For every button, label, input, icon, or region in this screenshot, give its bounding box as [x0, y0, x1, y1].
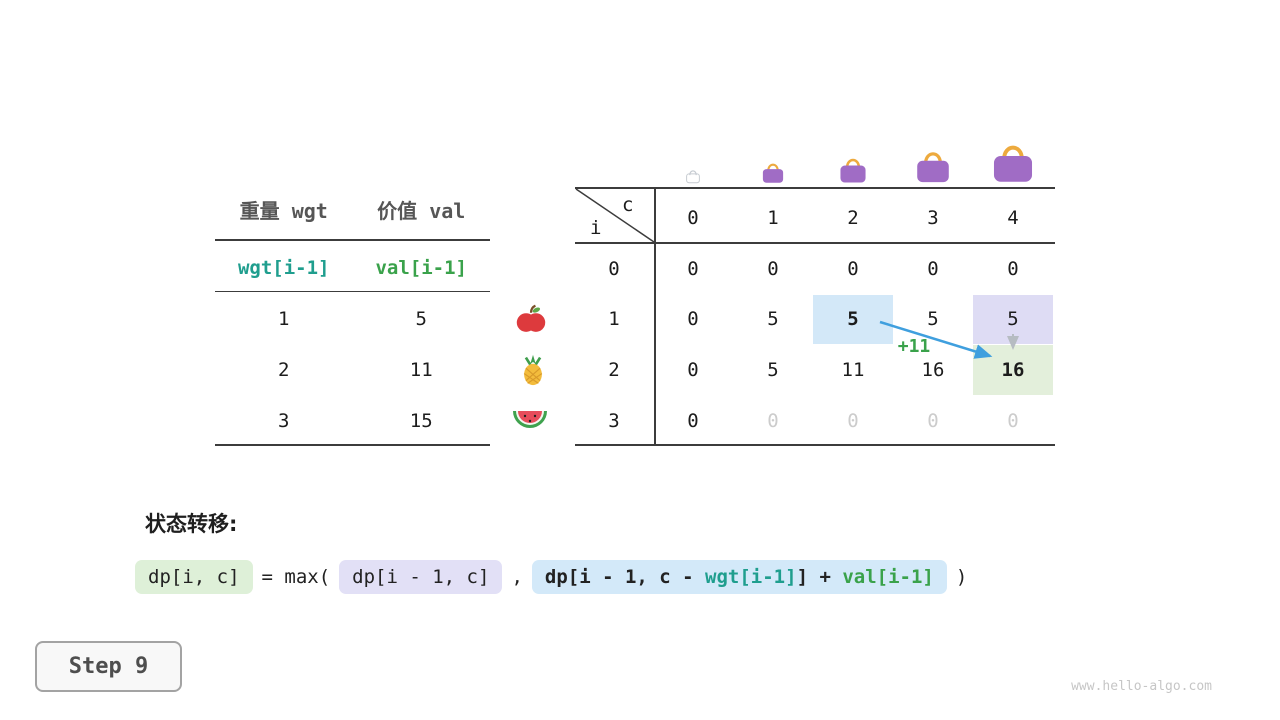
step-indicator: Step 9 [35, 641, 182, 692]
left-table-header-rule [215, 239, 490, 241]
dp-cell-3-0: 0 [687, 410, 699, 432]
row-label-0: 0 [608, 258, 620, 280]
dp-cell-0-1: 0 [767, 258, 779, 280]
dp-cell-0-3: 0 [927, 258, 939, 280]
dp-cell-3-1: 0 [767, 410, 779, 432]
item-2-value: 11 [409, 359, 433, 381]
col-header-3: 3 [927, 207, 939, 229]
item-2-weight: 2 [278, 359, 290, 381]
dp-cell-1-1: 5 [767, 308, 779, 330]
bag-icon-capacity-0 [685, 167, 701, 184]
col-header-1: 1 [767, 207, 779, 229]
weight-column-header: 重量 wgt [239, 199, 328, 223]
dp-row-1: 0 5 5 5 5 [653, 302, 1053, 336]
row-label-3: 3 [608, 410, 620, 432]
pineapple-icon [517, 354, 549, 386]
dp-cell-2-3: 16 [921, 359, 945, 381]
dp-row-3: 0 0 0 0 0 [653, 404, 1053, 438]
item-1-weight: 1 [278, 308, 290, 330]
item-3-value: 15 [409, 410, 433, 432]
watermark: www.hello-algo.com [1071, 679, 1212, 694]
dp-row-2: 0 5 11 16 16 [653, 353, 1053, 387]
dp-cell-3-3: 0 [927, 410, 939, 432]
weight-value-header-row: 重量 wgt 价值 val [215, 194, 490, 228]
left-table-mid-rule [215, 291, 490, 292]
state-transition-label: 状态转移: [145, 512, 238, 536]
dp-cell-3-4: 0 [1007, 410, 1019, 432]
variable-row: wgt[i-1] val[i-1] [215, 251, 490, 285]
dp-table-header-rule [575, 242, 1055, 244]
dp-row-0: 0 0 0 0 0 [653, 252, 1053, 286]
formula-arg2-wgt: wgt[i-1] [705, 566, 797, 588]
item-3-weight: 3 [278, 410, 290, 432]
row-label-2: 2 [608, 359, 620, 381]
item-1-value: 5 [415, 308, 427, 330]
bag-icon-capacity-2 [838, 153, 868, 184]
col-header-4: 4 [1007, 207, 1019, 229]
col-header-0: 0 [687, 207, 699, 229]
plus-value-annotation: +11 [897, 336, 931, 357]
formula-arg2-mid: ] + [796, 566, 843, 588]
formula-equals-max: = max( [261, 566, 331, 588]
dp-cell-2-2: 11 [841, 359, 865, 381]
formula-arg2-box: dp[i - 1, c - wgt[i-1]] + val[i-1] [531, 560, 947, 594]
watermelon-icon [512, 408, 548, 432]
value-column-header: 价值 val [377, 199, 466, 223]
formula-close-paren: ) [955, 566, 968, 588]
step-indicator-label: Step 9 [68, 654, 149, 679]
state-transition-formula: dp[i, c] = max( dp[i - 1, c] , dp[i - 1,… [135, 560, 967, 594]
formula-comma: , [511, 566, 523, 588]
item-row-2: 2 11 [215, 353, 490, 387]
corner-col-variable: c [622, 194, 634, 216]
dp-cell-2-0: 0 [687, 359, 699, 381]
dp-cell-0-4: 0 [1007, 258, 1019, 280]
bag-icon-capacity-1 [761, 159, 785, 184]
formula-arg1-box: dp[i - 1, c] [339, 560, 503, 594]
row-label-1: 1 [608, 308, 620, 330]
item-row-3: 3 15 [215, 404, 490, 438]
dp-table-bottom-rule [575, 444, 1055, 446]
col-header-2: 2 [847, 207, 859, 229]
dp-cell-1-0: 0 [687, 308, 699, 330]
dp-cell-1-3: 5 [927, 308, 939, 330]
dp-cell-0-0: 0 [687, 258, 699, 280]
dp-table-vertical-rule [654, 187, 656, 446]
formula-arg2-prefix: dp[i - 1, c - [544, 566, 706, 588]
dp-cell-1-4: 5 [1007, 308, 1019, 330]
corner-row-variable: i [590, 217, 602, 239]
dp-cell-3-2: 0 [847, 410, 859, 432]
apple-icon [515, 303, 547, 335]
dp-cell-2-1: 5 [767, 359, 779, 381]
corner-diagonal-line [575, 188, 655, 243]
wgt-variable-label: wgt[i-1] [237, 257, 330, 279]
val-variable-label: val[i-1] [375, 257, 467, 279]
dp-table-top-rule [575, 187, 1055, 189]
left-table-bottom-rule [215, 444, 490, 446]
formula-arg2-val: val[i-1] [842, 566, 934, 588]
bag-icon-capacity-4 [990, 137, 1036, 184]
dp-cell-2-4: 16 [1001, 359, 1025, 381]
dp-cell-1-2: 5 [847, 308, 859, 330]
dp-cell-0-2: 0 [847, 258, 859, 280]
formula-lhs-box: dp[i, c] [135, 560, 253, 594]
dp-column-header-row: 0 1 2 3 4 [653, 201, 1053, 235]
item-row-1: 1 5 [215, 302, 490, 336]
bag-icon-capacity-3 [914, 145, 952, 184]
